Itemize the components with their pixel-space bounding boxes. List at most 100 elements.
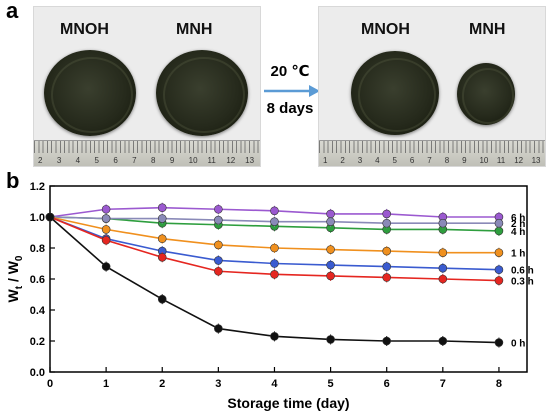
ruler-number: 9	[169, 156, 175, 165]
data-point	[214, 215, 223, 225]
data-point	[326, 271, 335, 281]
y-tick-label: 1.0	[30, 212, 45, 224]
y-tick-label: 0.6	[30, 274, 45, 286]
data-point	[214, 324, 223, 333]
data-point	[438, 274, 448, 284]
photo-after: MNOH MNH 1 2 3 4 5 6 7 8 9 10 11 12 13	[318, 6, 546, 167]
photo-before: MNOH MNH 2 3 4 5 6 7 8 9 10 11 12 13	[33, 6, 261, 167]
series-label: 2 h	[511, 219, 525, 230]
data-point	[101, 262, 111, 271]
data-point	[157, 234, 167, 243]
data-point	[101, 204, 111, 214]
series-label: 4 h	[511, 227, 525, 238]
data-point	[214, 256, 223, 265]
x-tick-label: 4	[271, 378, 278, 390]
ruler-before: 2 3 4 5 6 7 8 9 10 11 12 13	[34, 140, 260, 166]
data-point	[382, 218, 392, 228]
data-point	[326, 217, 335, 226]
data-point	[270, 270, 279, 279]
ruler-number: 10	[188, 156, 198, 165]
x-tick-label: 8	[496, 378, 502, 390]
data-point	[494, 276, 504, 285]
data-point	[382, 209, 392, 219]
ruler-number: 2	[340, 156, 345, 165]
ruler-number: 5	[94, 156, 99, 165]
x-tick-label: 3	[215, 378, 221, 390]
data-point	[157, 294, 167, 304]
ruler-after: 1 2 3 4 5 6 7 8 9 10 11 12 13	[319, 140, 545, 166]
data-point	[157, 203, 167, 213]
label-mnh-after: MNH	[469, 21, 506, 38]
series-label: 6 h	[511, 213, 525, 224]
ruler-number: 11	[207, 156, 216, 165]
ruler-number: 8	[151, 156, 156, 165]
data-point	[382, 246, 392, 256]
data-point	[494, 265, 504, 274]
ruler-number: 11	[496, 156, 506, 165]
ruler-number: 13	[245, 156, 255, 165]
ruler-number: 4	[375, 156, 380, 165]
ruler-number: 9	[462, 156, 467, 165]
data-point	[438, 218, 448, 228]
ruler-number: 3	[56, 156, 62, 165]
data-point	[382, 262, 392, 271]
data-point	[101, 225, 111, 234]
ruler-number: 7	[132, 156, 137, 165]
arrow-icon	[264, 85, 320, 97]
data-point	[494, 338, 504, 347]
ruler-number: 10	[479, 156, 489, 165]
data-point	[270, 243, 279, 253]
ruler-number: 8	[444, 156, 450, 165]
ruler-number: 4	[75, 156, 81, 165]
label-mnh-before: MNH	[176, 21, 213, 38]
panel-a-letter: a	[6, 0, 19, 23]
series-label: 0 h	[511, 339, 525, 350]
series-label: 0.3 h	[511, 277, 534, 288]
y-tick-label: 1.2	[30, 181, 45, 193]
data-point	[326, 335, 335, 344]
ruler-number: 1	[323, 156, 328, 165]
label-mnoh-before: MNOH	[60, 21, 109, 38]
data-point	[214, 240, 223, 250]
sample-disc-mnoh-before	[44, 50, 136, 136]
data-point	[382, 273, 392, 282]
data-point	[382, 336, 392, 346]
y-tick-label: 0.4	[30, 305, 46, 317]
data-point	[45, 212, 55, 222]
series-label: 1 h	[511, 249, 525, 260]
sample-disc-mnh-before	[156, 50, 248, 136]
ruler-number: 6	[409, 156, 415, 165]
ruler-number: 5	[392, 156, 397, 165]
data-point	[494, 218, 504, 228]
x-tick-label: 6	[384, 378, 390, 390]
y-tick-label: 0.0	[30, 367, 45, 379]
series-line	[49, 216, 499, 344]
data-point	[214, 266, 223, 276]
data-point	[270, 217, 279, 226]
line-chart: 0.0 0.2 0.4 0.6 0.8 1.0 1.2 0 1 2 3 4 5 6 7 8 Storage ti…	[5, 181, 534, 411]
ruler-number: 12	[514, 156, 524, 165]
y-tick-label: 0.2	[30, 336, 45, 348]
series-label: 0.6 h	[511, 266, 534, 277]
data-point	[494, 248, 504, 257]
x-tick-label: 0	[47, 378, 53, 390]
sample-disc-mnoh-after	[351, 51, 439, 135]
ruler-number: 6	[113, 156, 118, 165]
data-point	[438, 336, 448, 346]
condition-duration: 8 days	[266, 100, 314, 117]
panel-b-letter: b	[6, 168, 20, 193]
y-tick-label: 0.8	[30, 243, 45, 255]
ruler-number: 13	[531, 156, 541, 165]
x-tick-label: 7	[440, 378, 446, 390]
data-point	[214, 204, 223, 214]
x-axis-label: Storage time (day)	[227, 395, 349, 411]
data-point	[101, 235, 111, 245]
y-axis-label: Wt / W0	[5, 255, 25, 302]
label-mnoh-after: MNOH	[361, 21, 410, 38]
x-tick-label: 5	[328, 378, 334, 390]
data-point	[270, 206, 279, 216]
data-point	[326, 245, 335, 254]
data-point	[157, 253, 167, 262]
data-point	[157, 214, 167, 223]
data-point	[270, 332, 279, 341]
